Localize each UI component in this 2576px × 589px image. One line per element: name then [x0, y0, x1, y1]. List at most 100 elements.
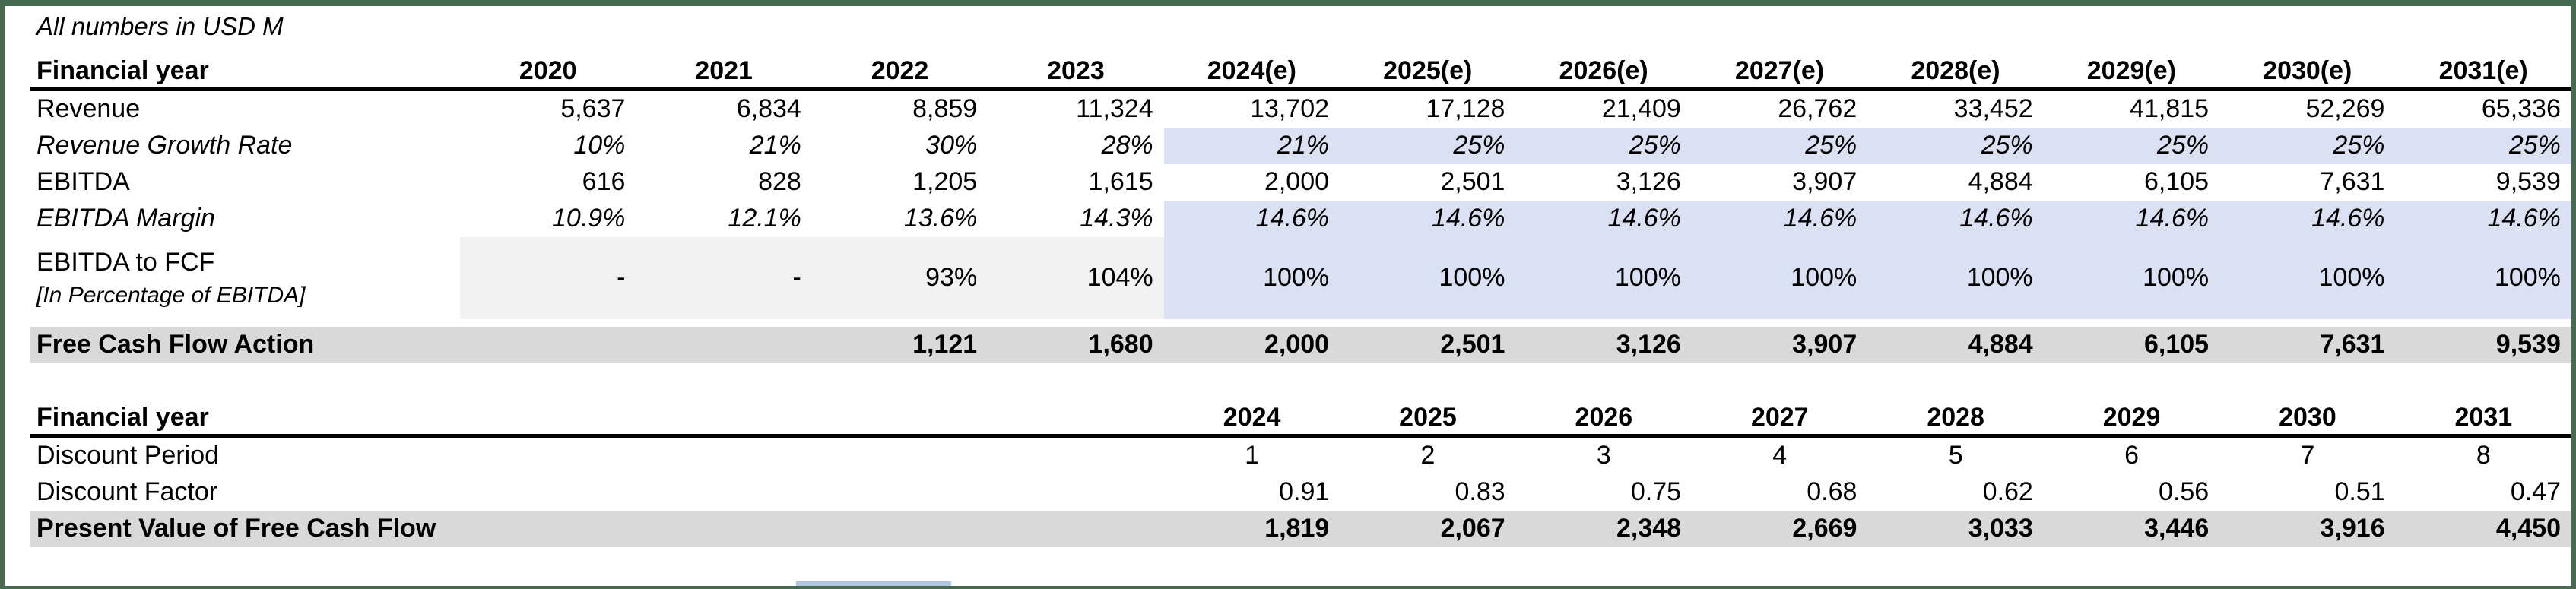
cell-discount-factor-2030[interactable]: 0.51: [2334, 477, 2385, 507]
cell-revenue-growth-rate-2022[interactable]: 30%: [925, 131, 978, 160]
table2-year-2029[interactable]: 2029: [2102, 403, 2161, 432]
cell-discount-factor-2028[interactable]: 0.62: [1982, 477, 2033, 507]
row-label-revenue[interactable]: Revenue: [36, 94, 141, 124]
cell-ebitda-to-fcf-2022[interactable]: 93%: [811, 237, 988, 319]
table2-year-2024[interactable]: 2024: [1223, 403, 1281, 432]
cell-pv-of-free-cash-flow-2031[interactable]: 4,450: [2495, 514, 2562, 543]
cell-ebitda-2022[interactable]: 1,205: [912, 167, 978, 197]
cell-ebitda-margin-2025(e)[interactable]: 14.6%: [1340, 201, 1516, 237]
row-label-pv-of-free-cash-flow[interactable]: Present Value of Free Cash Flow: [36, 514, 436, 543]
cell-revenue-2031(e)[interactable]: 65,336: [2481, 94, 2561, 124]
cell-ebitda-2031(e)[interactable]: 9,539: [2495, 167, 2561, 197]
table2-year-2025[interactable]: 2025: [1399, 403, 1457, 432]
cell-free-cash-flow-action-2026(e)[interactable]: 3,126: [1616, 330, 1681, 359]
cell-ebitda-2023[interactable]: 1,615: [1088, 167, 1153, 197]
cell-revenue-growth-rate-2029(e)[interactable]: 25%: [2043, 128, 2220, 164]
table2-year-2028[interactable]: 2028: [1927, 403, 1984, 432]
cell-free-cash-flow-action-2023[interactable]: 1,680: [1088, 330, 1153, 359]
cell-ebitda-2024(e)[interactable]: 2,000: [1264, 167, 1330, 197]
cell-ebitda-margin-2024(e)[interactable]: 14.6%: [1163, 201, 1340, 237]
cell-revenue-2021[interactable]: 6,834: [736, 94, 801, 124]
table1-year-2030(e)[interactable]: 2030(e): [2263, 56, 2352, 86]
cell-pv-of-free-cash-flow-2030[interactable]: 3,916: [2320, 514, 2385, 543]
table2-year-2026[interactable]: 2026: [1575, 403, 1633, 432]
cell-ebitda-to-fcf-2024(e)[interactable]: 100%: [1163, 237, 1340, 319]
cell-revenue-2030(e)[interactable]: 52,269: [2305, 94, 2385, 124]
cell-ebitda-margin-2030(e)[interactable]: 14.6%: [2219, 201, 2396, 237]
cell-revenue-growth-rate-2030(e)[interactable]: 25%: [2219, 128, 2396, 164]
cell-free-cash-flow-action-2022[interactable]: 1,121: [912, 330, 978, 359]
cell-revenue-growth-rate-2023[interactable]: 28%: [1101, 131, 1153, 160]
cell-revenue-2028(e)[interactable]: 33,452: [1953, 94, 2033, 124]
cell-discount-period-2024[interactable]: 1: [1245, 441, 1260, 470]
row-label-ebitda[interactable]: EBITDA: [36, 167, 130, 197]
table1-year-2021[interactable]: 2021: [695, 56, 753, 86]
cell-ebitda-margin-2026(e)[interactable]: 14.6%: [1515, 201, 1692, 237]
partial-highlight-cell[interactable]: [796, 581, 951, 586]
cell-discount-factor-2027[interactable]: 0.68: [1807, 477, 1857, 507]
cell-ebitda-to-fcf-2030(e)[interactable]: 100%: [2219, 237, 2396, 319]
cell-free-cash-flow-action-2031(e)[interactable]: 9,539: [2495, 330, 2561, 359]
cell-ebitda-2028(e)[interactable]: 4,884: [1968, 167, 2033, 197]
table1-year-2027(e)[interactable]: 2027(e): [1734, 56, 1825, 86]
cell-discount-period-2028[interactable]: 5: [1948, 441, 1963, 470]
cell-revenue-growth-rate-2028(e)[interactable]: 25%: [1867, 128, 2044, 164]
table1-year-2020[interactable]: 2020: [519, 56, 577, 86]
cell-discount-period-2025[interactable]: 2: [1420, 441, 1436, 470]
cell-ebitda-2025(e)[interactable]: 2,501: [1440, 167, 1505, 197]
cell-revenue-growth-rate-2020[interactable]: 10%: [573, 131, 626, 160]
row-label-revenue-growth-rate[interactable]: Revenue Growth Rate: [36, 131, 293, 160]
cell-revenue-growth-rate-2026(e)[interactable]: 25%: [1515, 128, 1692, 164]
table1-year-2026(e)[interactable]: 2026(e): [1559, 56, 1648, 86]
cell-ebitda-2029(e)[interactable]: 6,105: [2143, 167, 2210, 197]
cell-pv-of-free-cash-flow-2025[interactable]: 2,067: [1440, 514, 1505, 543]
table2-header-label[interactable]: Financial year: [36, 403, 209, 432]
cell-ebitda-2030(e)[interactable]: 7,631: [2320, 167, 2385, 197]
table1-year-2022[interactable]: 2022: [871, 56, 929, 86]
cell-free-cash-flow-action-2030(e)[interactable]: 7,631: [2320, 330, 2385, 359]
cell-ebitda-to-fcf-2025(e)[interactable]: 100%: [1340, 237, 1516, 319]
table1-year-2025(e)[interactable]: 2025(e): [1383, 56, 1473, 86]
cell-ebitda-2027(e)[interactable]: 3,907: [1792, 167, 1857, 197]
row-label-ebitda-margin[interactable]: EBITDA Margin: [36, 204, 215, 233]
cell-discount-period-2031[interactable]: 8: [2476, 441, 2491, 470]
cell-free-cash-flow-action-2024(e)[interactable]: 2,000: [1264, 330, 1330, 359]
cell-revenue-2023[interactable]: 11,324: [1076, 94, 1153, 124]
cell-discount-factor-2026[interactable]: 0.75: [1630, 477, 1682, 507]
cell-discount-period-2030[interactable]: 7: [2300, 441, 2315, 470]
cell-ebitda-margin-2031(e)[interactable]: 14.6%: [2395, 201, 2571, 237]
cell-revenue-2020[interactable]: 5,637: [560, 94, 626, 124]
cell-revenue-2027(e)[interactable]: 26,762: [1778, 94, 1857, 124]
cell-ebitda-margin-2021[interactable]: 12.1%: [728, 204, 801, 233]
table2-year-2030[interactable]: 2030: [2279, 403, 2336, 432]
cell-ebitda-to-fcf-2028(e)[interactable]: 100%: [1867, 237, 2044, 319]
cell-free-cash-flow-action-2020[interactable]: [460, 327, 636, 363]
cell-ebitda-to-fcf-2020[interactable]: -: [460, 237, 636, 319]
table2-year-2031[interactable]: 2031: [2454, 403, 2513, 432]
cell-ebitda-margin-2023[interactable]: 14.3%: [1080, 204, 1153, 233]
cell-ebitda-2021[interactable]: 828: [758, 167, 801, 197]
cell-revenue-growth-rate-2021[interactable]: 21%: [749, 131, 801, 160]
cell-ebitda-to-fcf-2029(e)[interactable]: 100%: [2043, 237, 2220, 319]
cell-revenue-2025(e)[interactable]: 17,128: [1426, 94, 1505, 124]
cell-ebitda-2026(e)[interactable]: 3,126: [1616, 167, 1681, 197]
cell-discount-factor-2031[interactable]: 0.47: [2510, 477, 2562, 507]
cell-ebitda-2020[interactable]: 616: [582, 167, 626, 197]
cell-ebitda-margin-2028(e)[interactable]: 14.6%: [1867, 201, 2044, 237]
cell-revenue-2029(e)[interactable]: 41,815: [2130, 94, 2210, 124]
cell-ebitda-margin-2027(e)[interactable]: 14.6%: [1691, 201, 1868, 237]
cell-revenue-2022[interactable]: 8,859: [912, 94, 978, 124]
table1-header-label[interactable]: Financial year: [36, 56, 209, 86]
row-label-discount-factor[interactable]: Discount Factor: [36, 477, 218, 507]
cell-discount-period-2026[interactable]: 3: [1596, 441, 1611, 470]
cell-discount-period-2027[interactable]: 4: [1772, 441, 1788, 470]
cell-pv-of-free-cash-flow-2029[interactable]: 3,446: [2144, 514, 2210, 543]
table1-year-2028(e)[interactable]: 2028(e): [1911, 56, 2000, 86]
table1-year-2031(e)[interactable]: 2031(e): [2438, 56, 2528, 86]
cell-ebitda-margin-2022[interactable]: 13.6%: [903, 204, 978, 233]
cell-ebitda-to-fcf-2021[interactable]: -: [636, 237, 812, 319]
cell-free-cash-flow-action-2021[interactable]: [636, 327, 811, 363]
cell-ebitda-to-fcf-2031(e)[interactable]: 100%: [2395, 237, 2571, 319]
cell-revenue-growth-rate-2025(e)[interactable]: 25%: [1340, 128, 1516, 164]
cell-revenue-growth-rate-2027(e)[interactable]: 25%: [1691, 128, 1868, 164]
